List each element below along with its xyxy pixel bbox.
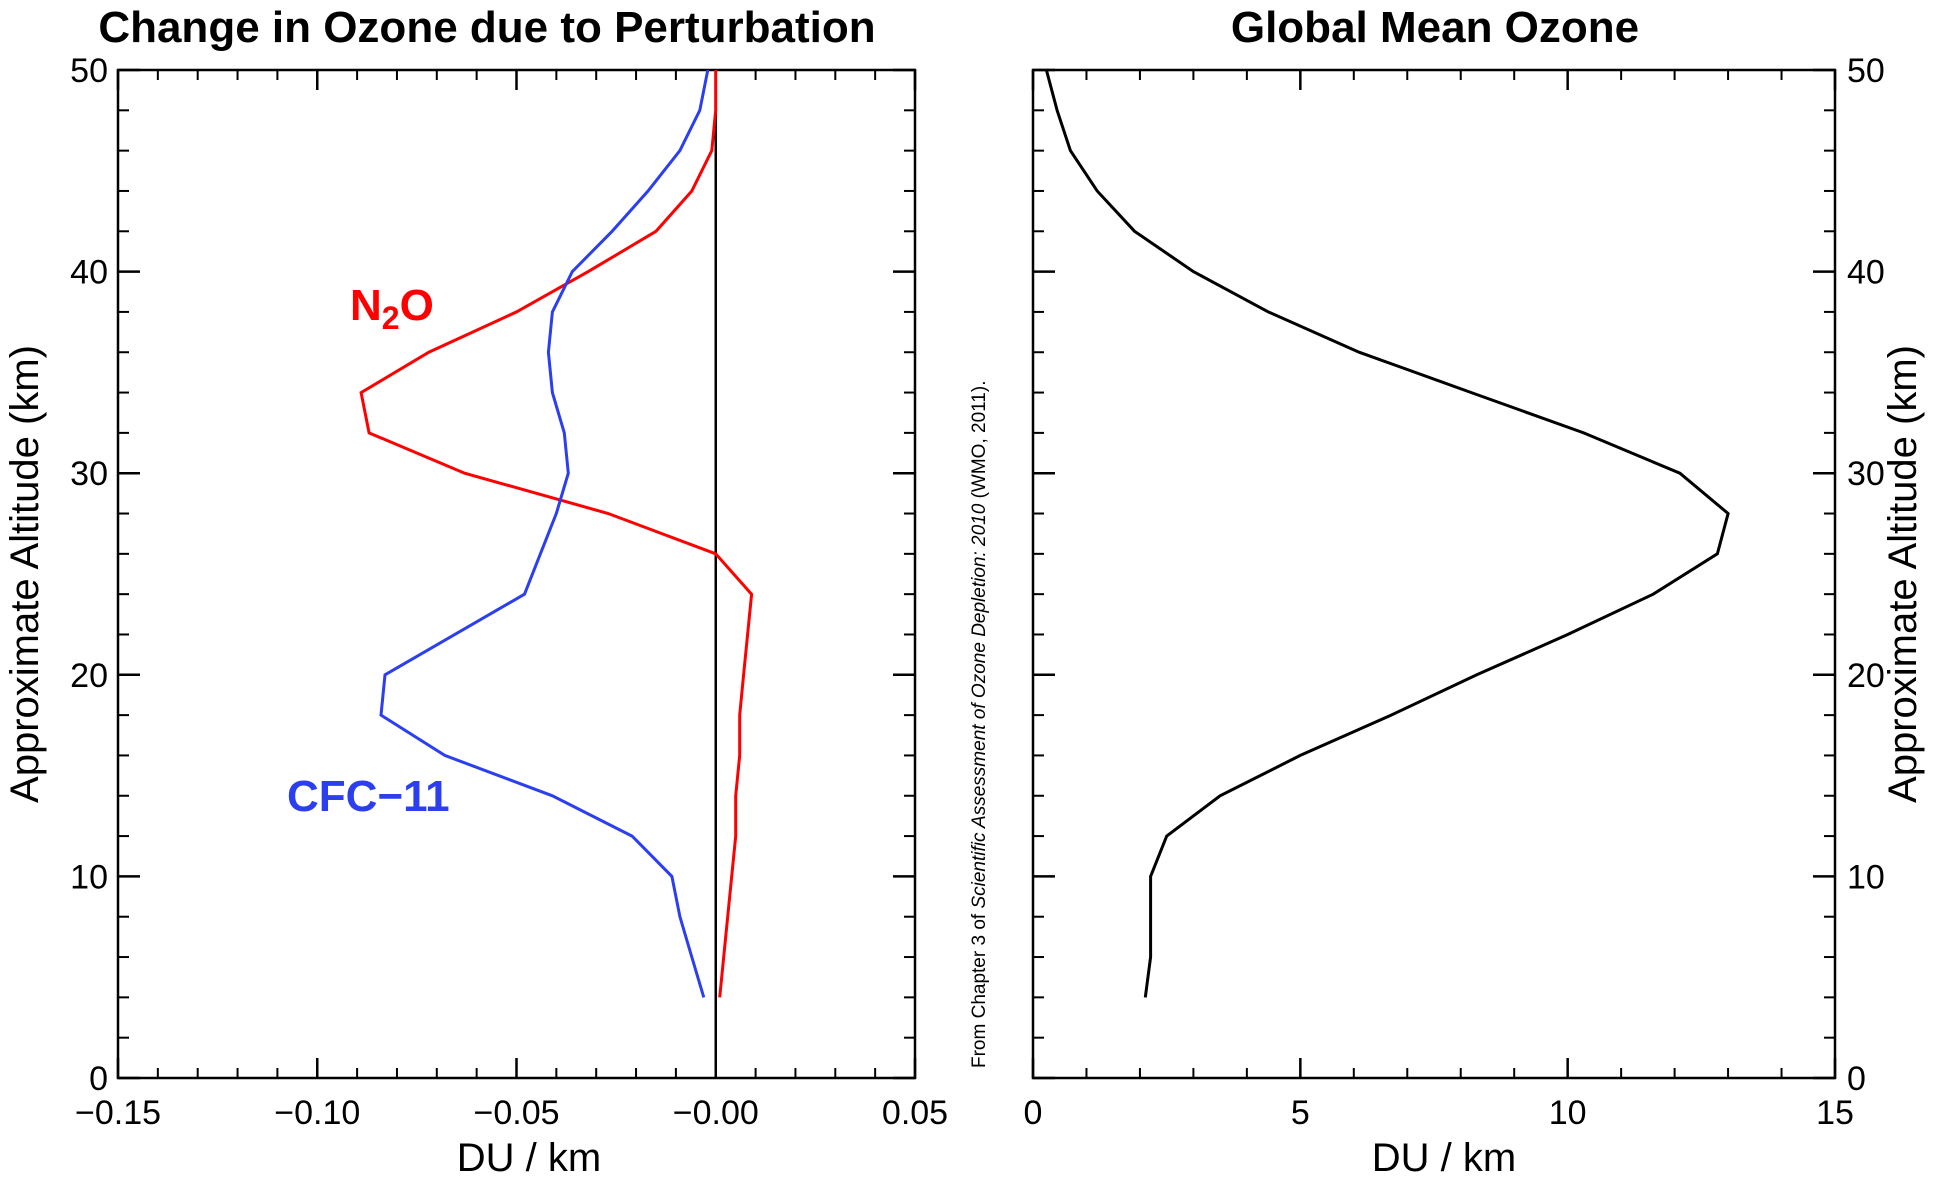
- cfc11-series-label: CFC−11: [287, 772, 450, 821]
- left-x-tick-label: −0.05: [473, 1094, 559, 1132]
- left-x-tick-label: 0.05: [882, 1094, 948, 1132]
- credit-suffix: (WMO, 2011).: [969, 381, 990, 504]
- right-y-tick-label: 50: [1847, 52, 1885, 90]
- left-y-tick-label: 30: [70, 455, 108, 493]
- right-x-axis-label: DU / km: [1372, 1136, 1516, 1180]
- left-x-tick-label: −0.15: [75, 1094, 161, 1132]
- left-y-tick-label: 20: [70, 657, 108, 695]
- left-y-tick-label: 40: [70, 254, 108, 292]
- right-x-tick-label: 0: [1024, 1094, 1043, 1132]
- left-x-axis-label: DU / km: [457, 1136, 601, 1180]
- left-series: [359, 69, 754, 1078]
- right-y-axis-label: Approximate Altitude (km): [1881, 345, 1925, 803]
- left-series-line-n-o: [359, 70, 754, 998]
- right-series-line-ozone: [1044, 69, 1730, 998]
- left-y-axis-label: Approximate Altitude (km): [3, 345, 47, 803]
- left-axes: −0.15 −0.10 −0.05 −0.00 0.05 0 10 20 30 40 50: [70, 52, 948, 1132]
- n2o-label-part-3: O: [400, 281, 434, 330]
- n2o-label-part-2: 2: [382, 300, 400, 336]
- right-y-tick-label: 10: [1847, 858, 1885, 896]
- left-y-tick-label: 50: [70, 52, 108, 90]
- n2o-series-label: N2O: [350, 281, 434, 336]
- right-series: [1044, 69, 1730, 998]
- left-x-tick-label: −0.10: [274, 1094, 360, 1132]
- right-x-tick-label: 15: [1816, 1094, 1854, 1132]
- right-plot-frame: [1031, 68, 1837, 1080]
- n2o-label-part-1: N: [350, 281, 382, 330]
- left-y-tick-label: 10: [70, 858, 108, 896]
- right-y-tick-label: 40: [1847, 254, 1885, 292]
- right-chart-title: Global Mean Ozone: [1231, 3, 1639, 52]
- right-x-tick-label: 10: [1549, 1094, 1587, 1132]
- right-y-tick-label: 20: [1847, 657, 1885, 695]
- left-chart: Change in Ozone due to Perturbation −0.1…: [3, 3, 948, 1180]
- credit-prefix: From Chapter 3 of: [969, 909, 990, 1068]
- left-x-tick-label: −0.00: [673, 1094, 759, 1132]
- left-chart-title: Change in Ozone due to Perturbation: [98, 3, 875, 52]
- source-credit: From Chapter 3 of Scientific Assessment …: [969, 381, 990, 1068]
- right-x-tick-label: 5: [1291, 1094, 1310, 1132]
- left-series-line-cfc-11: [379, 69, 710, 998]
- credit-italic: Scientific Assessment of Ozone Depletion…: [969, 503, 990, 908]
- left-plot-frame: [116, 68, 917, 1080]
- right-y-tick-label: 0: [1847, 1060, 1866, 1098]
- left-y-tick-label: 0: [89, 1060, 108, 1098]
- right-y-tick-label: 30: [1847, 455, 1885, 493]
